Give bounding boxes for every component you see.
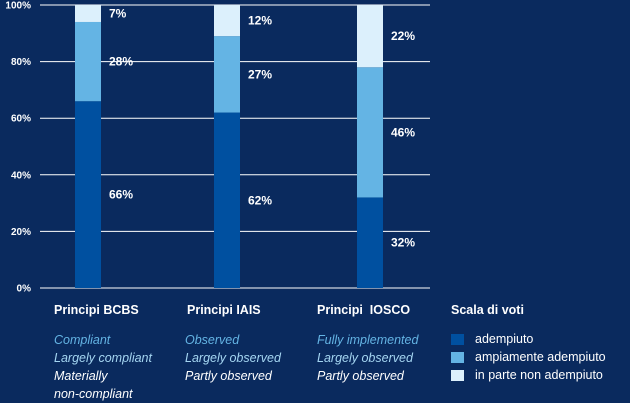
legend-label-ampiamente: ampiamente adempiuto <box>475 350 606 364</box>
data-label-in-parte: 12% <box>248 14 272 28</box>
bar-segment-adempiuto <box>75 101 101 288</box>
legend-swatch-adempiuto <box>451 333 464 345</box>
bar-segment-adempiuto <box>214 112 240 288</box>
bar-segment-in-parte <box>357 5 383 68</box>
iais-largely-observed: Largely observed <box>185 351 281 365</box>
legend-swatch-ampiamente <box>451 351 464 363</box>
iosco-largely-observed: Largely observed <box>317 351 413 365</box>
legend-item-ampiamente: ampiamente adempiuto <box>451 350 606 364</box>
bcbs-compliant: Compliant <box>54 333 111 347</box>
y-tick-label: 20% <box>11 227 31 238</box>
data-label-adempiuto: 66% <box>109 188 133 202</box>
category-label-iosco: Principi IOSCO <box>317 303 411 317</box>
data-label-in-parte: 7% <box>109 6 127 20</box>
bar-segment-ampiamente <box>214 36 240 113</box>
iosco-fully-implemented: Fully implemented <box>317 333 419 347</box>
data-label-ampiamente: 27% <box>248 67 272 81</box>
y-tick-label: 80% <box>11 57 31 68</box>
category-label-iais: Principi IAIS <box>187 303 261 317</box>
bar-segment-in-parte <box>214 5 240 37</box>
bcbs-non-compliant: non-compliant <box>54 387 133 401</box>
bcbs-materially: Materially <box>54 369 108 383</box>
y-tick-label: 0% <box>17 284 32 295</box>
stacked-bar-chart: 0% 20% 40% 60% 80% 100% 66% 28% 7% 62% 27% 12% 32% 46… <box>5 1 430 295</box>
bar-segment-ampiamente <box>75 21 101 102</box>
data-label-ampiamente: 46% <box>391 125 415 139</box>
category-label-bcbs: Principi BCBS <box>54 303 139 317</box>
iosco-descriptions: Fully implemented Largely observed Partl… <box>317 331 418 385</box>
bar-segment-in-parte <box>75 5 101 22</box>
legend-item-adempiuto: adempiuto <box>451 332 533 346</box>
iais-observed: Observed <box>185 333 240 347</box>
data-label-ampiamente: 28% <box>109 55 133 69</box>
iais-descriptions: Observed Largely observed Partly observe… <box>185 331 281 385</box>
legend-item-in-parte: in parte non adempiuto <box>451 368 603 382</box>
bar-segment-adempiuto <box>357 197 383 288</box>
y-tick-label: 40% <box>11 170 31 181</box>
iosco-partly-observed: Partly observed <box>317 369 404 383</box>
bcbs-descriptions: Compliant Largely compliant Materially n… <box>54 331 152 403</box>
legend-title: Scala di voti <box>451 303 524 317</box>
y-tick-label: 60% <box>11 114 31 125</box>
bar-segment-ampiamente <box>357 67 383 198</box>
iais-partly-observed: Partly observed <box>185 369 272 383</box>
data-label-adempiuto: 62% <box>248 193 272 207</box>
legend-label-in-parte: in parte non adempiuto <box>475 368 603 382</box>
data-label-adempiuto: 32% <box>391 236 415 250</box>
data-label-in-parte: 22% <box>391 29 415 43</box>
bcbs-largely-compliant: Largely compliant <box>54 351 152 365</box>
legend-label-adempiuto: adempiuto <box>475 332 534 346</box>
y-tick-label: 100% <box>5 1 31 12</box>
legend-swatch-in-parte <box>451 369 464 381</box>
